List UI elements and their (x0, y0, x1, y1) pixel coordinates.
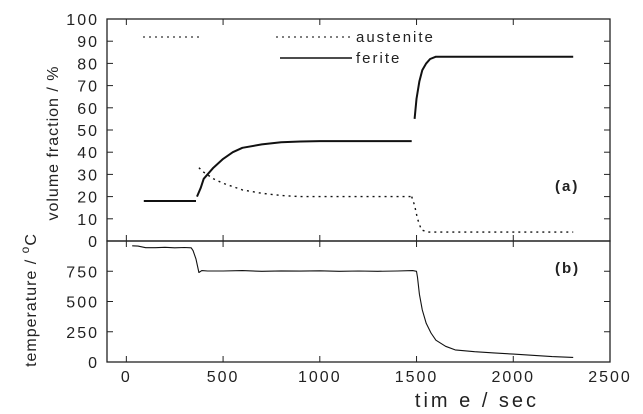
panel-b-xtick-label: 0 (121, 369, 132, 386)
legend-label-ferite: ferite (356, 50, 401, 67)
panel-a-ytick-label: 90 (77, 34, 99, 51)
panel-a-austenite-line-0 (198, 167, 412, 198)
panel-a-ytick-label: 10 (77, 212, 99, 229)
panel-b-series-line-0 (132, 245, 574, 358)
panel-b-xtick-label: 2500 (588, 369, 632, 386)
panel-b-ytick-label: 500 (66, 295, 99, 312)
panel-a-ytick-label: 80 (77, 56, 99, 73)
panel-b-xtick-label: 2000 (491, 369, 535, 386)
panel-b-ylabel-degree: o (18, 246, 32, 254)
panel-b-xtick-label: 1000 (298, 369, 342, 386)
panel-b-ytick-label: 250 (66, 325, 99, 342)
panel-a-ferite-line-1 (196, 140, 412, 197)
panel-a-ytick-label: 60 (77, 101, 99, 118)
panel-a-ytick-label: 30 (77, 167, 99, 184)
panel-b-xtick-label: 1500 (395, 369, 439, 386)
panel-b-ylabel-text: temperature / (23, 253, 40, 367)
panel-a-ferite-line-2 (413, 55, 574, 119)
legend-label-austenite: austenite (356, 29, 435, 46)
panel-a-label: (a) (555, 178, 579, 195)
panel-a-ytick-label: 20 (77, 190, 99, 207)
panel-a-ytick-label: 100 (66, 12, 99, 29)
panel-b-ylabel: temperature / oC (18, 233, 40, 367)
panel-a-ytick-label: 40 (77, 145, 99, 162)
panel-b: 0 250 500 750 0 500 1000 1500 2000 2500 (66, 240, 632, 386)
panel-a: 0 10 20 30 40 50 60 70 80 90 100 (66, 12, 611, 251)
panel-b-ylabel-unit: C (23, 233, 40, 246)
panel-a-ytick-label: 0 (88, 234, 99, 251)
panel-a-ytick-label: 70 (77, 79, 99, 96)
panel-b-xtick-label: 500 (207, 369, 240, 386)
panel-a-ylabel: volume fraction / % (45, 65, 62, 220)
panel-a-ytick-label: 50 (77, 123, 99, 140)
panel-b-ytick-label: 750 (66, 264, 99, 281)
x-axis-title: tim e / sec (415, 390, 539, 412)
panel-b-ytick-label: 0 (88, 355, 99, 372)
panel-b-label: (b) (555, 260, 580, 277)
